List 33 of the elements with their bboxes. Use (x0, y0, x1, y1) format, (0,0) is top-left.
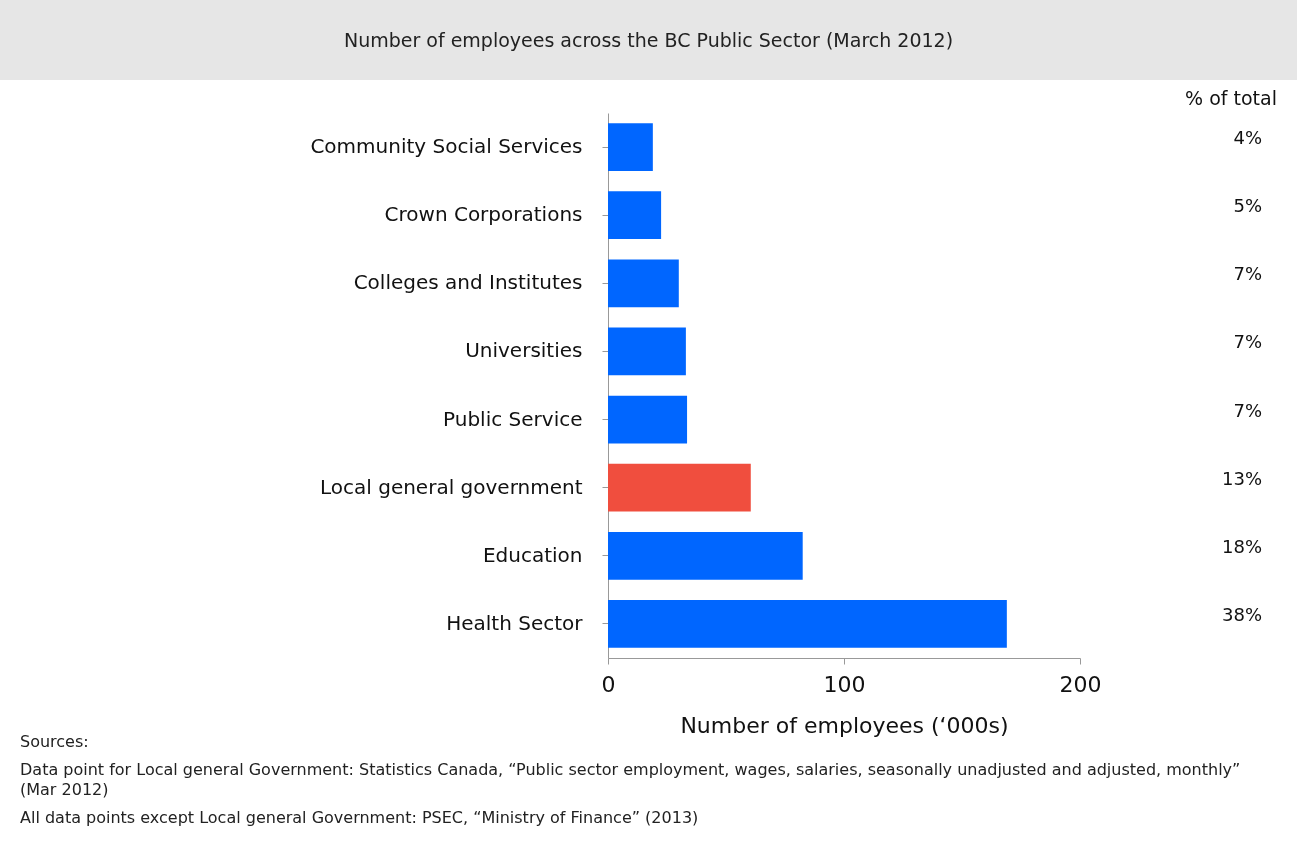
source-note: Sources: (20, 732, 89, 751)
y-tick-label: Education (482, 542, 583, 567)
bar (608, 259, 679, 308)
bar (608, 395, 688, 444)
text: Data point for Local general Government: Statistics Canada, “Public sector employment, wages, salaries, seasonally unadjusted and adjusted, monthly” (Mar 2012) (20, 760, 1242, 800)
y-tick-label: Public Service (443, 406, 583, 431)
bar (608, 600, 1007, 648)
bar (608, 123, 653, 171)
y-tick-label: Universities (465, 338, 583, 363)
bar (608, 191, 662, 240)
x-tick-label: 100 (823, 671, 866, 697)
text: 18% (1221, 535, 1262, 557)
y-tick-label: Community Social Services (310, 134, 583, 159)
bar (608, 531, 803, 580)
text: 7% (1233, 399, 1262, 421)
x-tick-label: 200 (1059, 671, 1102, 697)
text: % of total (1185, 87, 1277, 109)
bar (608, 463, 751, 512)
y-tick-label: Colleges and Institutes (353, 270, 583, 295)
y-tick-label: Health Sector (446, 610, 584, 635)
chart-title: Number of employees across the BC Public Sector (March 2012) (0, 0, 1297, 80)
x-tick-label: 0 (601, 671, 616, 697)
text: All data points except Local general Government: PSEC, “Ministry of Finance” (2013) (20, 808, 700, 828)
y-tick-label: Local general government (320, 474, 583, 499)
text: 5% (1233, 195, 1262, 217)
text: 13% (1221, 467, 1262, 489)
text: 7% (1233, 263, 1262, 285)
bar (608, 327, 686, 376)
y-tick-label: Crown Corporations (384, 202, 583, 227)
text: 38% (1221, 603, 1262, 625)
text: 4% (1233, 127, 1262, 149)
x-axis-title: Number of employees (‘000s) (680, 712, 1009, 738)
text: 7% (1233, 331, 1262, 353)
